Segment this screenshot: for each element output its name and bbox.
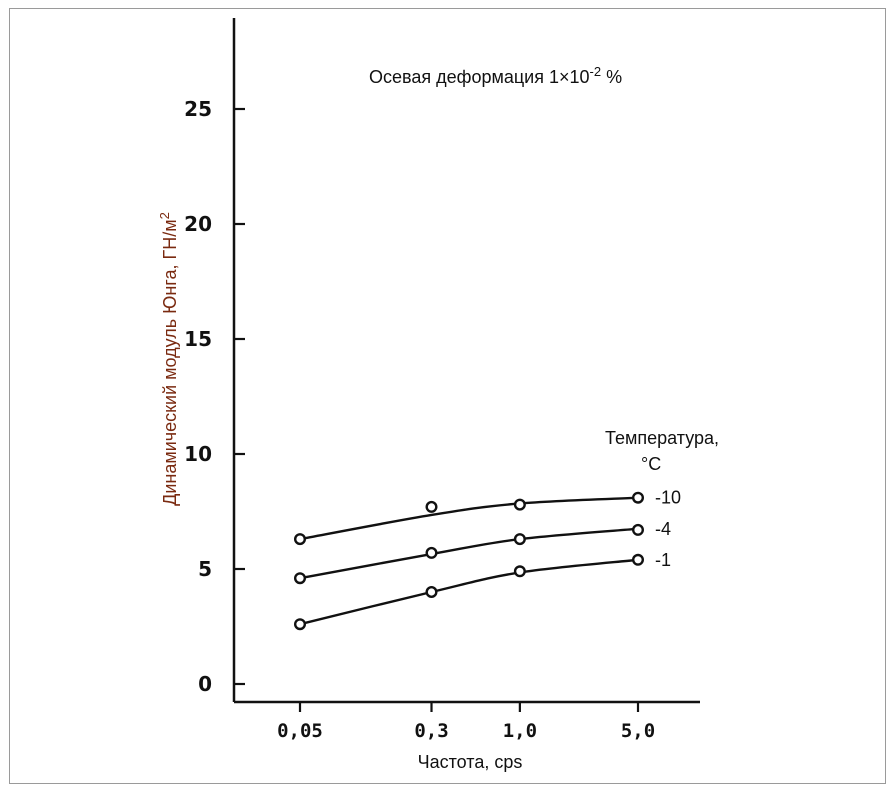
y-axis-label-sup: 2 bbox=[157, 212, 172, 219]
x-tick-label: 0,05 bbox=[277, 720, 323, 742]
data-point bbox=[632, 553, 645, 566]
data-point bbox=[425, 546, 438, 559]
y-tick-label: 10 bbox=[184, 442, 212, 466]
chart-title-main: Осевая деформация 1×10 bbox=[369, 67, 590, 87]
series-labels: -10 -4 -1 bbox=[655, 488, 681, 570]
y-tick-label: 0 bbox=[198, 672, 212, 696]
data-point bbox=[513, 533, 526, 546]
data-point bbox=[632, 491, 645, 504]
chart-title-suffix: % bbox=[601, 67, 622, 87]
y-axis-label-main: Динамический модуль Юнга, ГН/м bbox=[160, 219, 180, 505]
data-point bbox=[513, 498, 526, 511]
chart-title-sup: -2 bbox=[590, 64, 602, 79]
y-tick-label: 25 bbox=[184, 97, 212, 121]
legend-title: Температура, bbox=[605, 428, 719, 448]
y-axis-label: Динамический модуль Юнга, ГН/м2 bbox=[157, 212, 180, 506]
series-curves bbox=[299, 496, 639, 626]
data-point bbox=[294, 572, 307, 585]
x-axis-label: Частота, cps bbox=[418, 752, 523, 772]
data-point bbox=[632, 523, 645, 536]
axes bbox=[232, 18, 700, 704]
chart-frame bbox=[9, 8, 886, 784]
chart-title: Осевая деформация 1×10-2 % bbox=[369, 64, 622, 87]
series-label: -10 bbox=[655, 488, 681, 508]
series-line bbox=[299, 527, 639, 580]
data-points bbox=[294, 491, 645, 631]
data-point bbox=[425, 586, 438, 599]
series-line bbox=[299, 558, 639, 626]
data-point bbox=[294, 618, 307, 631]
legend-unit: °С bbox=[641, 454, 661, 474]
y-tick-label: 5 bbox=[198, 557, 212, 581]
data-point bbox=[294, 533, 307, 546]
data-point bbox=[513, 565, 526, 578]
x-tick-label: 0,3 bbox=[414, 720, 448, 742]
x-tick-label: 1,0 bbox=[503, 720, 537, 742]
x-ticks: 0,05 0,3 1,0 5,0 bbox=[277, 702, 655, 742]
y-ticks: 0 5 10 15 20 25 bbox=[184, 97, 245, 696]
series-line bbox=[299, 496, 639, 541]
series-label: -4 bbox=[655, 519, 671, 539]
y-tick-label: 20 bbox=[184, 212, 212, 236]
x-tick-label: 5,0 bbox=[621, 720, 655, 742]
series-label: -1 bbox=[655, 550, 671, 570]
data-point bbox=[425, 500, 438, 513]
y-tick-label: 15 bbox=[184, 327, 212, 351]
